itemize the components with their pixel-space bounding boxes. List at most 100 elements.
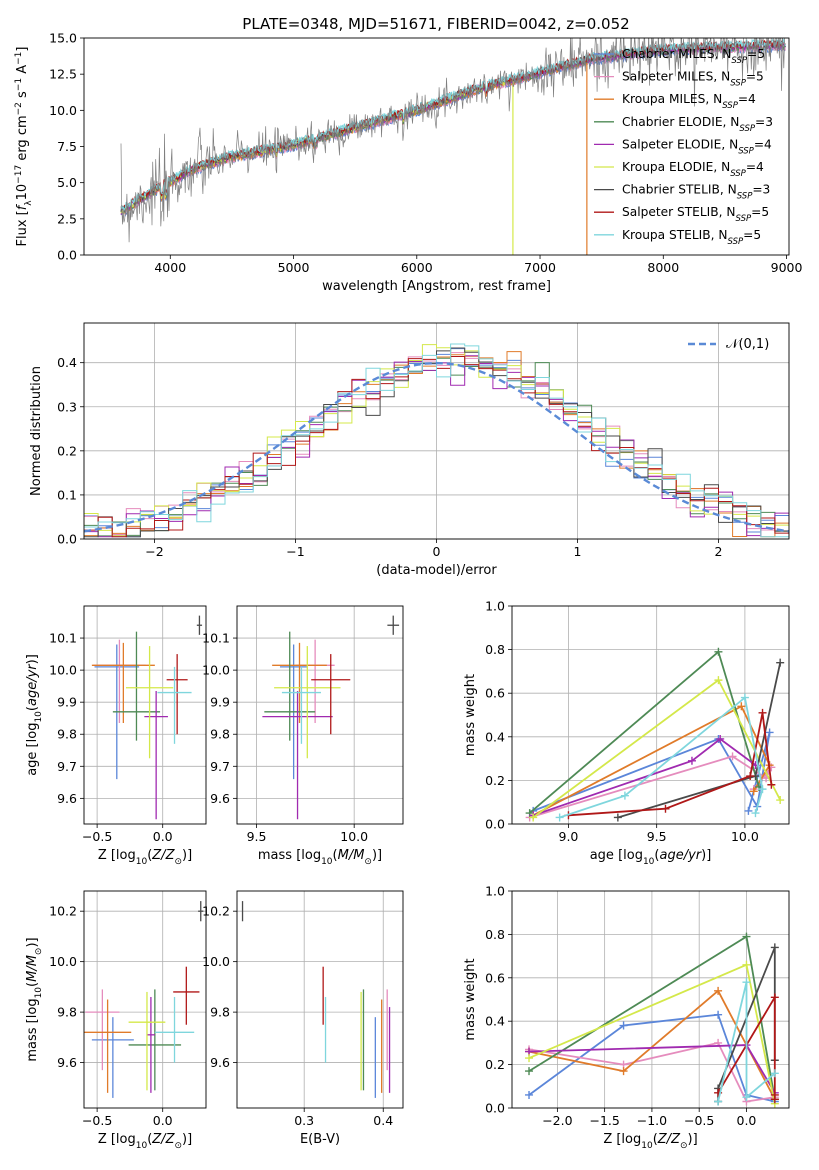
legend-label: Chabrier ELODIE, NSSP=3 bbox=[622, 115, 773, 134]
weight-point-marker bbox=[742, 1093, 751, 1102]
label-part: Normed distribution bbox=[29, 366, 44, 496]
weight-point-marker bbox=[714, 1097, 723, 1106]
legend-label: 𝒩(0,1) bbox=[726, 337, 769, 352]
label-part: )] bbox=[688, 1132, 698, 1147]
y-tick-label: 1.0 bbox=[485, 884, 505, 899]
y-tick-label: 0.2 bbox=[57, 443, 77, 458]
axes-frame bbox=[83, 322, 790, 540]
y-axis-label: mass weight bbox=[463, 674, 478, 756]
label-part: Z/Z bbox=[151, 848, 175, 863]
y-tick-label: 12.5 bbox=[49, 67, 77, 82]
weight-point-marker bbox=[770, 1090, 779, 1099]
weight-point-marker bbox=[770, 1069, 779, 1078]
y-tick-label: 9.6 bbox=[210, 1055, 230, 1070]
age_vs_mass-axes: 9.5 10.0 9.6 9.7 9.8 9.9 10.0 10.1 mass [log10(M… bbox=[202, 605, 404, 867]
legend-label-part: SSP bbox=[735, 214, 751, 224]
label-part: )] bbox=[182, 848, 192, 863]
y-tick-label: 0.1 bbox=[57, 487, 77, 502]
label-part: ] bbox=[15, 47, 30, 52]
legend-label-part: Chabrier STELIB, N bbox=[622, 183, 737, 197]
label-part: wavelength [Angstrom, rest frame] bbox=[322, 279, 551, 294]
legend-label-part: SSP bbox=[739, 124, 755, 134]
legend-label-part: =4 bbox=[746, 160, 764, 174]
weight-point-marker bbox=[758, 708, 767, 717]
weight-point-marker bbox=[776, 796, 785, 805]
y-axis-label: Flux [fλ10−17 erg cm−2 s−1 A−1] bbox=[14, 47, 34, 247]
label-part: A bbox=[15, 65, 30, 78]
label-part: 10 bbox=[136, 1141, 148, 1151]
legend-label-part: Salpeter STELIB, N bbox=[622, 205, 735, 219]
y-tick-label: 9.6 bbox=[57, 791, 77, 806]
label-part: 10 bbox=[641, 1141, 653, 1151]
x-tick-label: −1.0 bbox=[637, 1113, 667, 1128]
label-part: ⊙ bbox=[174, 857, 182, 867]
x-tick-label: 0.4 bbox=[373, 1113, 393, 1128]
axes-frame bbox=[511, 890, 790, 1109]
label-part: ( bbox=[25, 706, 40, 711]
legend-label-part: SSP bbox=[730, 79, 746, 89]
label-part: −1 bbox=[14, 52, 24, 65]
legend-label-part: =5 bbox=[751, 205, 769, 219]
y-tick-label: 10.2 bbox=[202, 904, 230, 919]
y-tick-label: 0.4 bbox=[485, 1014, 505, 1029]
y-tick-label: 1.0 bbox=[485, 599, 505, 614]
weight-point-marker bbox=[751, 809, 760, 818]
x-tick-label: 4000 bbox=[154, 260, 186, 275]
y-tick-label: 0.0 bbox=[57, 532, 77, 547]
weight-series-line bbox=[617, 662, 782, 819]
legend-label-part: =5 bbox=[743, 228, 761, 242]
weight-point-marker bbox=[749, 787, 758, 796]
legend-label-part: =5 bbox=[747, 47, 765, 61]
legend-label-part: =5 bbox=[746, 70, 764, 84]
x-tick-label: 9000 bbox=[771, 260, 803, 275]
label-part: mass weight bbox=[463, 674, 478, 756]
label-part: ( bbox=[653, 1132, 658, 1147]
label-part: 10 bbox=[643, 857, 655, 867]
legend-label: Kroupa MILES, NSSP=4 bbox=[622, 92, 756, 111]
legend-label: Salpeter STELIB, NSSP=5 bbox=[622, 205, 769, 224]
label-part: )] bbox=[25, 937, 40, 947]
label-part: ⊙ bbox=[680, 1141, 688, 1151]
x-tick-label: 7000 bbox=[524, 260, 556, 275]
weight-point-marker bbox=[714, 676, 723, 685]
y-tick-label: 9.8 bbox=[57, 1005, 77, 1020]
label-part: 10 bbox=[34, 987, 44, 999]
spectrum-axes: 4000 5000 6000 7000 8000 9000 0.0 2.5 5.0 7.5 10.0… bbox=[14, 31, 803, 295]
label-part: 10 bbox=[321, 857, 333, 867]
x-tick-label: −2.0 bbox=[542, 1113, 572, 1128]
label-part: ( bbox=[147, 1132, 152, 1147]
x-tick-label: −2 bbox=[145, 544, 163, 559]
y-tick-label: 0.8 bbox=[485, 927, 505, 942]
mass_vs_Z-axes: −0.5 0.09.69.810.010.2Z [log10(Z/Z⊙)]mass… bbox=[25, 890, 207, 1151]
residual_hist-axes: −2 −1 0 1 2 0.0 0.1 0.2 0.3 0.4 (data-model)/error… bbox=[29, 322, 790, 578]
y-tick-label: 0.8 bbox=[485, 642, 505, 657]
x-tick-label: 0.0 bbox=[737, 1113, 757, 1128]
x-axis-label: age [log10(age/yr)] bbox=[590, 848, 712, 867]
y-axis-label: mass weight bbox=[463, 958, 478, 1040]
legend-label: Chabrier STELIB, NSSP=3 bbox=[622, 183, 770, 202]
label-part: s bbox=[15, 91, 30, 102]
y-tick-label: 9.9 bbox=[57, 695, 77, 710]
label-part: mass weight bbox=[463, 958, 478, 1040]
legend-label-part: Kroupa MILES, N bbox=[622, 92, 722, 106]
legend-label-part: Kroupa ELODIE, N bbox=[622, 160, 730, 174]
label-part: [log bbox=[111, 848, 136, 863]
x-tick-label: 2 bbox=[715, 544, 723, 559]
legend-label-part: Kroupa STELIB, N bbox=[622, 228, 728, 242]
y-tick-label: 10.1 bbox=[202, 631, 230, 646]
y-tick-label: 9.7 bbox=[210, 759, 230, 774]
weight-point-marker bbox=[767, 780, 776, 789]
y-tick-label: 7.5 bbox=[57, 139, 77, 154]
weight-point-marker bbox=[714, 647, 723, 656]
weight-point-marker bbox=[525, 1054, 534, 1063]
legend-label: Salpeter MILES, NSSP=5 bbox=[622, 70, 764, 89]
label-part: λ bbox=[24, 200, 34, 206]
axes-frame bbox=[236, 890, 404, 1109]
label-part: )] bbox=[372, 848, 382, 863]
label-part: Z/Z bbox=[657, 1132, 681, 1147]
label-part: [log bbox=[25, 998, 40, 1023]
weight-point-marker bbox=[746, 772, 755, 781]
x-tick-label: 9.5 bbox=[247, 829, 267, 844]
label-part: Z bbox=[98, 848, 111, 863]
